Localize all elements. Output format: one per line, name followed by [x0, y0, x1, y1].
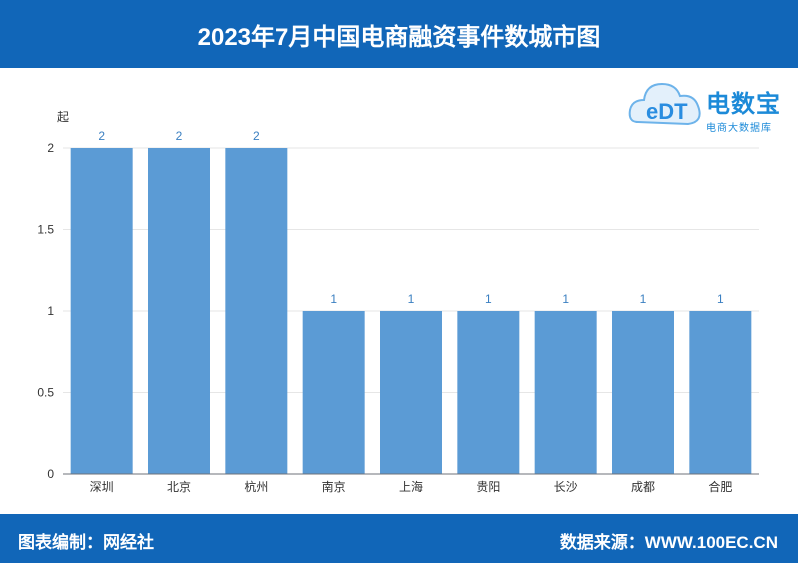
bar	[148, 148, 210, 474]
footer-source: 数据来源：WWW.100EC.CN	[559, 533, 778, 552]
bar	[689, 311, 752, 474]
x-tick-label: 长沙	[554, 480, 578, 494]
data-label: 1	[485, 292, 492, 306]
data-label: 1	[408, 292, 415, 306]
bar	[302, 311, 365, 474]
y-tick-label: 0.5	[37, 386, 54, 400]
x-tick-label: 南京	[322, 479, 346, 494]
x-tick-label: 合肥	[708, 479, 732, 494]
data-label: 1	[562, 292, 569, 306]
y-tick-label: 1	[47, 304, 54, 318]
y-tick-label: 2	[47, 141, 54, 155]
x-tick-label: 杭州	[244, 479, 268, 494]
x-tick-label: 贵阳	[476, 480, 500, 494]
x-tick-label: 深圳	[90, 480, 114, 494]
y-axis-unit: 起	[57, 110, 70, 124]
data-label: 1	[717, 292, 724, 306]
data-label: 2	[253, 129, 260, 143]
y-tick-label: 0	[47, 467, 54, 481]
bar	[225, 148, 288, 474]
cloud-logo-icon: eDT	[628, 82, 701, 126]
logo-name: 电数宝	[706, 91, 781, 118]
bar	[70, 148, 133, 474]
bar	[612, 311, 674, 474]
footer: 图表编制：网经社 数据来源：WWW.100EC.CN	[0, 514, 798, 563]
data-label: 2	[176, 129, 183, 143]
data-label: 2	[98, 129, 105, 143]
chart-title: 2023年7月中国电商融资事件数城市图	[0, 0, 798, 68]
bar	[457, 311, 520, 474]
bar	[380, 311, 442, 474]
data-label: 1	[330, 292, 337, 306]
x-tick-label: 上海	[399, 479, 423, 494]
bar-chart: 0 0.5 1 1.5 2 2 深圳 2 北京 2 杭州 1 南京 1 上海 1 贵阳 1 长沙 1 成都 1 合肥	[37, 129, 759, 494]
footer-credit: 图表编制：网经社	[18, 533, 154, 552]
x-tick-label: 成都	[631, 480, 655, 494]
y-tick-label: 1.5	[37, 223, 54, 237]
logo-subtitle: 电商大数据库	[706, 123, 772, 134]
x-tick-label: 北京	[167, 480, 191, 494]
data-label: 1	[640, 292, 647, 306]
bar	[534, 311, 597, 474]
logo-mark: eDT	[646, 99, 688, 124]
